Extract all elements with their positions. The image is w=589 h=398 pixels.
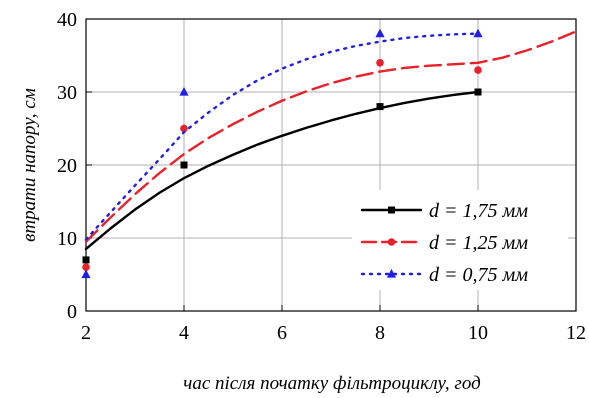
data-point [376, 59, 384, 67]
data-point [180, 161, 188, 169]
x-tick-label: 8 [375, 322, 385, 344]
y-tick-label: 40 [57, 9, 77, 31]
tick-labels: 2 4 6 8 10 12 0 10 20 30 40 [57, 9, 586, 344]
data-point [81, 269, 91, 279]
legend-marker [388, 206, 395, 214]
data-point [474, 66, 482, 74]
data-point [376, 103, 384, 111]
legend-marker [387, 238, 396, 246]
data-point [180, 124, 188, 133]
series-layer [81, 28, 578, 279]
series-0 [82, 88, 482, 264]
legend-marker [386, 269, 397, 278]
series-line [84, 30, 578, 243]
plot-frame [85, 18, 577, 312]
data-point [82, 263, 90, 272]
legend-label: d = 1,25 мм [429, 232, 528, 254]
x-tick-label: 6 [277, 322, 287, 344]
data-point [179, 87, 189, 96]
data-point [375, 28, 385, 38]
legend-label: d = 0,75 мм [429, 264, 528, 286]
series-1 [82, 30, 578, 272]
y-tick-label: 0 [67, 301, 77, 323]
data-point [474, 88, 482, 96]
data-point [82, 256, 90, 264]
legend: d = 1,75 мм d = 1,25 мм d = 0,75 мм [352, 190, 568, 290]
series-2 [81, 28, 483, 279]
series-line [84, 90, 480, 251]
data-point [473, 28, 483, 38]
y-axis-label: втрати напору, см [19, 88, 40, 242]
y-tick-label: 20 [57, 155, 77, 177]
x-tick-label: 4 [179, 322, 189, 344]
y-tick-label: 10 [57, 228, 77, 250]
x-tick-label: 2 [81, 322, 91, 344]
y-tick-label: 30 [57, 82, 77, 104]
legend-label: d = 1,75 мм [429, 200, 528, 222]
series-line [84, 32, 480, 241]
x-tick-label: 12 [566, 322, 586, 344]
x-tick-label: 10 [468, 322, 488, 344]
x-axis-label: час після початку фільтроциклу, год [183, 373, 480, 394]
